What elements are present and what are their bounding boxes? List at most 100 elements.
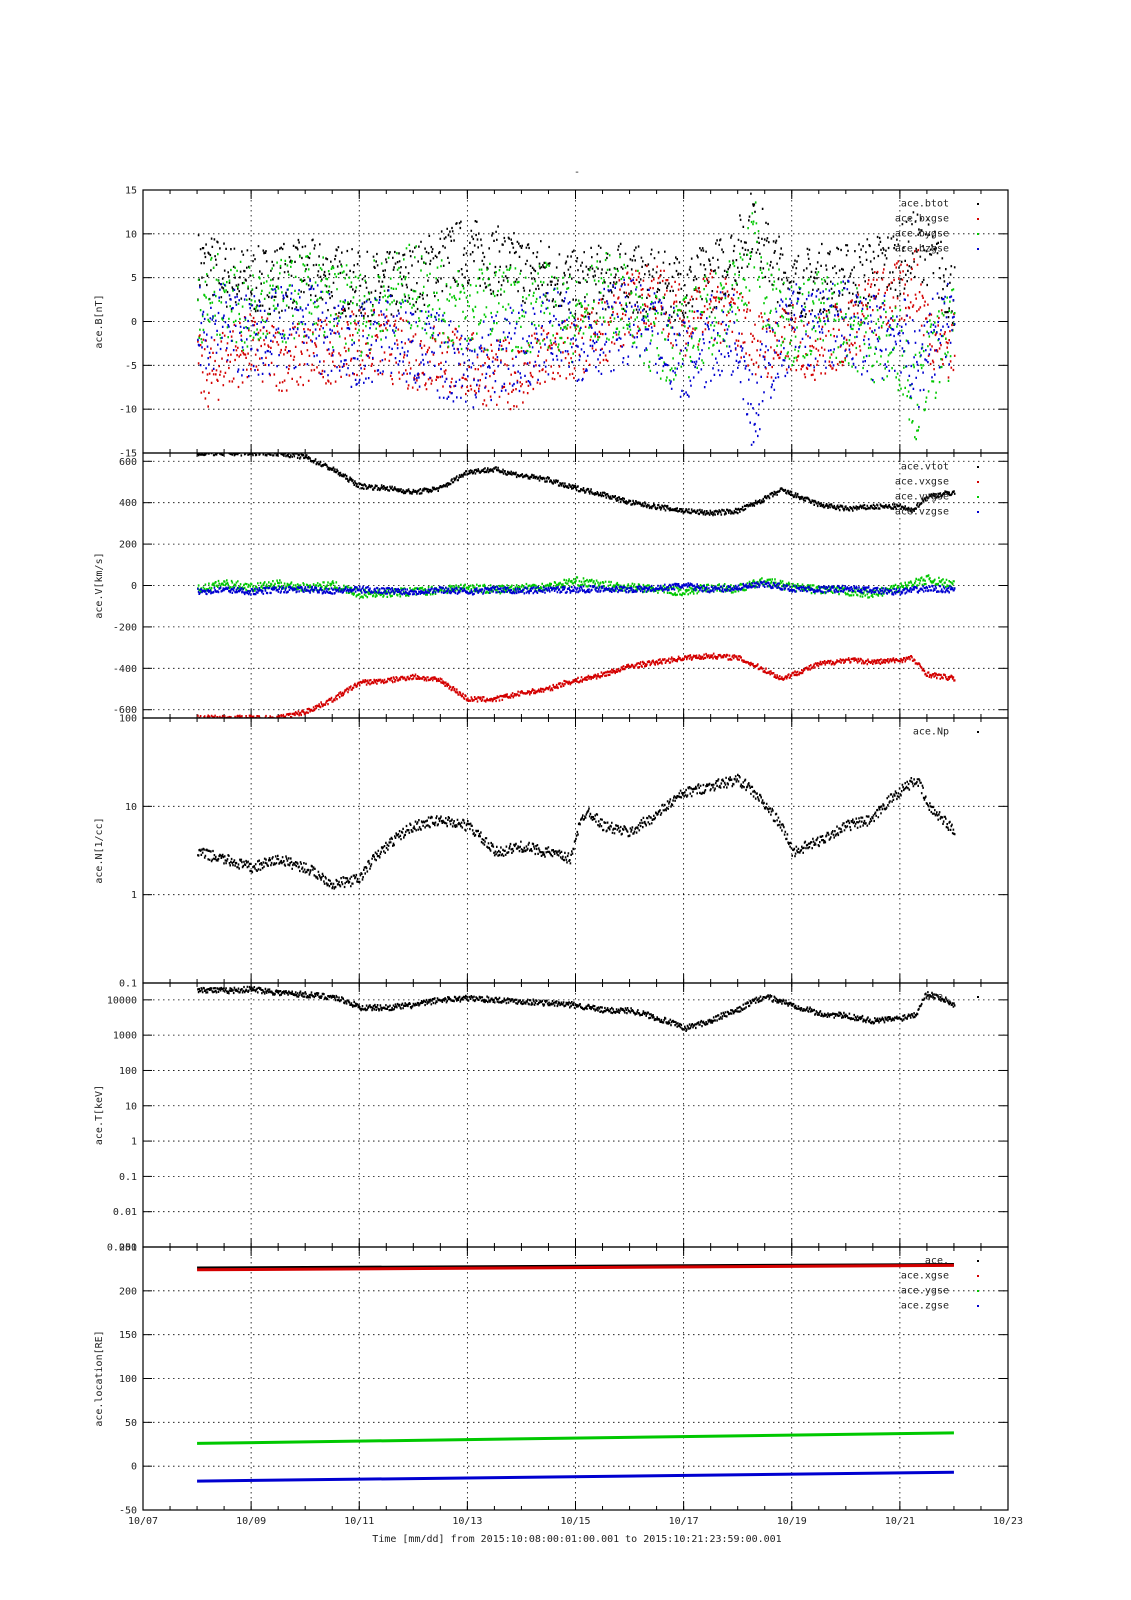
x-tick-label: 10/09 — [236, 1516, 266, 1527]
panel-3: 0.1 1 10 100 ace.N[1/cc] ace.Np — [94, 714, 1009, 990]
y-tick-label: -200 — [113, 622, 137, 633]
y-tick-label: 0 — [131, 1462, 137, 1473]
legend-marker — [977, 233, 979, 235]
y-tick-label: 100 — [119, 714, 137, 725]
series-points — [197, 652, 956, 718]
grid — [143, 983, 1008, 1247]
data-area — [197, 1263, 954, 1483]
legend-marker — [977, 466, 979, 468]
y-tick-label: 1 — [131, 1137, 137, 1148]
legend-label: ace.bzgse — [895, 244, 949, 255]
legend-label: ace.vxgse — [895, 477, 949, 488]
legend-label: ace.bygse — [895, 229, 949, 240]
series-points — [197, 580, 956, 596]
data-area — [197, 985, 956, 1032]
y-axis-title: ace.N[1/cc] — [94, 817, 105, 883]
legend-label: ace.btot — [901, 199, 949, 210]
panel-2: -600 -400 -200 0 200 400 600 ace.V[km/s] ace.vto… — [94, 452, 1009, 719]
y-axis-title: ace.T[keV] — [94, 1085, 105, 1145]
y-tick-label: -400 — [113, 664, 137, 675]
legend-marker — [977, 1290, 979, 1292]
series-points — [197, 201, 956, 441]
y-tick-label: 0 — [131, 581, 137, 592]
y-axis-title: ace.B[nT] — [94, 294, 105, 348]
data-area — [197, 192, 956, 446]
series-points — [197, 278, 956, 446]
y-tick-label: 0 — [131, 317, 137, 328]
x-tick-label: 10/13 — [452, 1516, 482, 1527]
y-tick-label: 400 — [119, 498, 137, 509]
legend-label: ace. — [925, 992, 949, 1003]
y-tick-label: 10 — [125, 229, 137, 240]
x-tick-label: 10/19 — [777, 1516, 807, 1527]
y-tick-label: 15 — [125, 186, 137, 197]
series-points — [197, 985, 956, 1032]
panel-4: 0.001 0.01 0.1 1 10 100 1000 10000 ace.T[keV] ace… — [94, 982, 1009, 1254]
legend-label: ace. — [925, 1256, 949, 1267]
y-tick-label: 0.1 — [119, 979, 137, 990]
legend-label: ace.ygse — [901, 1286, 949, 1297]
series-points — [197, 453, 956, 517]
y-tick-label: -600 — [113, 705, 137, 716]
x-tick-label: 10/23 — [993, 1516, 1023, 1527]
legend-marker — [977, 996, 979, 998]
y-tick-label: 150 — [119, 1330, 137, 1341]
y-tick-label: 5 — [131, 273, 137, 284]
y-tick-label: 10000 — [107, 995, 137, 1006]
grid — [143, 718, 1008, 983]
panel-1: -15 -10 -5 0 5 10 15 ace.B[nT] ace.btot ace.bxgse… — [94, 186, 1009, 460]
y-axis-title: ace.location[RE] — [94, 1330, 105, 1426]
legend-label: ace.bxgse — [895, 214, 949, 225]
legend-label: ace.vtot — [901, 462, 949, 473]
series-points — [197, 249, 956, 411]
y-tick-label: -50 — [119, 1506, 137, 1517]
legend-marker — [977, 496, 979, 498]
legend-marker — [977, 1305, 979, 1307]
series-line — [197, 1263, 954, 1272]
data-area — [197, 773, 956, 890]
series-points — [197, 192, 956, 326]
y-tick-label: 100 — [119, 1066, 137, 1077]
legend-marker — [977, 731, 979, 733]
legend-marker — [977, 1260, 979, 1262]
legend-marker — [977, 1275, 979, 1277]
y-tick-label: 0.1 — [119, 1172, 137, 1183]
x-tick-label: 10/17 — [669, 1516, 699, 1527]
series-line — [197, 1470, 954, 1483]
legend-marker — [977, 511, 979, 513]
y-tick-label: -10 — [119, 405, 137, 416]
legend-label: ace.vygse — [895, 492, 949, 503]
legend-marker — [977, 481, 979, 483]
panel-5: -50 0 50 100 150 200 250 ace.location[RE] ace. ac… — [94, 1243, 1023, 1528]
x-tick-label: 10/21 — [885, 1516, 915, 1527]
x-tick-label: 10/11 — [344, 1516, 374, 1527]
y-tick-label: 100 — [119, 1374, 137, 1385]
x-tick-label: 10/07 — [128, 1516, 158, 1527]
series-line — [197, 1431, 954, 1445]
legend-label: ace.zgse — [901, 1301, 949, 1312]
x-tick-label: 10/15 — [560, 1516, 590, 1527]
legend-label: ace.Np — [913, 727, 949, 738]
chart-title: - — [574, 167, 580, 178]
y-tick-label: 200 — [119, 1286, 137, 1297]
legend-label: ace.vzgse — [895, 507, 949, 518]
y-tick-label: 200 — [119, 540, 137, 551]
y-tick-label: 250 — [119, 1243, 137, 1254]
legend-marker — [977, 218, 979, 220]
panel-frame — [142, 1246, 1009, 1511]
y-tick-label: 10 — [125, 1101, 137, 1112]
y-tick-label: 0.001 — [107, 1243, 137, 1254]
grid — [143, 1247, 1008, 1510]
series-points — [197, 773, 956, 890]
y-axis-title: ace.V[km/s] — [94, 552, 105, 618]
y-tick-label: 50 — [125, 1418, 137, 1429]
y-tick-label: 1 — [131, 890, 137, 901]
legend-marker — [977, 248, 979, 250]
y-tick-label: -5 — [125, 361, 137, 372]
grid — [143, 453, 1008, 718]
y-tick-label: 10 — [125, 802, 137, 813]
legend-label: ace.xgse — [901, 1271, 949, 1282]
y-tick-label: 1000 — [113, 1031, 137, 1042]
x-axis-title: Time [mm/dd] from 2015:10:08:00:01:00.00… — [372, 1534, 781, 1545]
